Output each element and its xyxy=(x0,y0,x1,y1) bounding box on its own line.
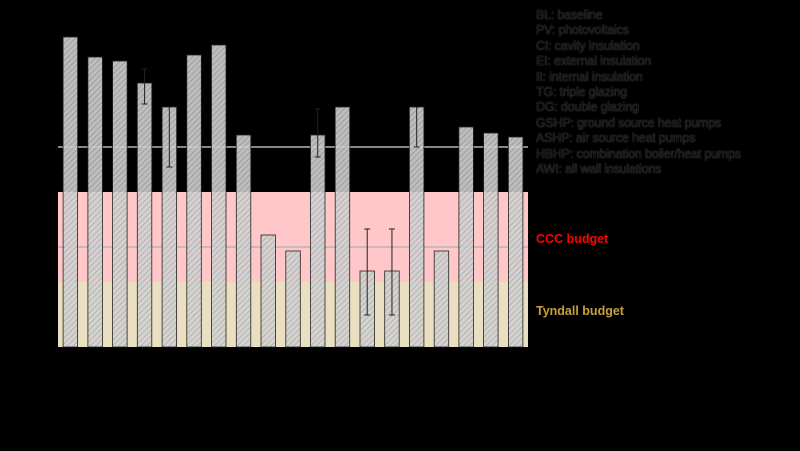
error-bars xyxy=(141,68,420,316)
bar-9 xyxy=(260,234,276,348)
bar-3 xyxy=(112,60,128,348)
legend-item-ii: II: internal insulation xyxy=(536,69,643,84)
bar-19 xyxy=(507,136,524,348)
error-bar-14 xyxy=(388,228,395,316)
bar-18 xyxy=(483,132,499,348)
bar-4 xyxy=(136,82,153,348)
ccc-budget-label: CCC budget xyxy=(536,232,609,246)
error-bar-15 xyxy=(413,106,420,148)
bar-8 xyxy=(235,134,252,348)
bar-7 xyxy=(211,44,227,348)
legend-item-ci: CI: cavity insulation xyxy=(536,38,640,53)
legend-item-ashp: ASHP: air source heat pumps xyxy=(536,131,696,146)
error-bar-5 xyxy=(166,106,173,168)
bar-11 xyxy=(310,134,326,348)
gridlines xyxy=(58,146,528,248)
legend-item-gshp: GSHP: ground source heat pumps xyxy=(536,115,722,130)
legend-item-dg: DG: double glazing xyxy=(536,100,639,115)
legend-item-ei: EI: external insulation xyxy=(536,54,651,69)
bars xyxy=(62,36,524,348)
bar-16 xyxy=(433,250,450,348)
error-bar-13 xyxy=(364,228,371,316)
bar-6 xyxy=(186,54,202,348)
tyndall-budget-label: Tyndall budget xyxy=(536,304,624,318)
legend-item-bl: BL: baseline xyxy=(536,8,603,22)
bar-10 xyxy=(285,250,301,348)
legend-item-hbhp: HBHP: combination boiler/heat pumps xyxy=(536,146,741,161)
error-bar-4 xyxy=(141,68,148,105)
bar-1 xyxy=(62,36,78,348)
legend-item-awi: AWI: all wall insulations xyxy=(536,162,662,177)
legend-item-tg: TG: triple glazing xyxy=(536,85,627,100)
bar-12 xyxy=(334,106,351,348)
legend: BL: baseline PV: photovoltaics CI: cavit… xyxy=(536,8,796,177)
error-bar-11 xyxy=(314,108,321,158)
bar-17 xyxy=(458,126,474,348)
bar-2 xyxy=(87,56,103,348)
legend-item-pv: PV: photovoltaics xyxy=(536,23,629,38)
